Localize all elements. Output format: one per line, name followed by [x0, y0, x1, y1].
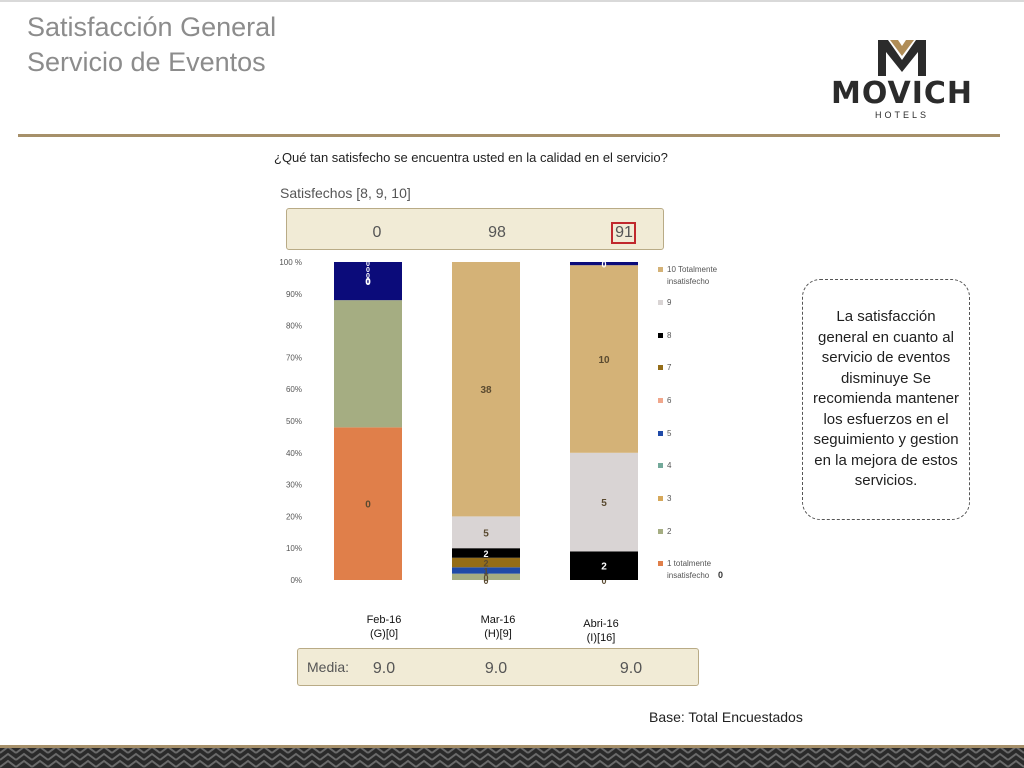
- legend-label: 10 Totalmente: [667, 265, 718, 274]
- media-value: 9.0: [619, 660, 643, 677]
- x-axis-label: Feb-16 (G)[0]: [354, 613, 414, 641]
- media-value: 9.0: [484, 660, 508, 677]
- satisfechos-band: [286, 208, 664, 250]
- legend-label: insatisfecho: [667, 277, 710, 286]
- media-band: [297, 648, 699, 686]
- bar-segment: [570, 551, 638, 580]
- satisfechos-value: 91: [615, 224, 633, 241]
- bar-segment: [452, 567, 520, 574]
- data-label: 5: [483, 528, 489, 539]
- y-tick-label: 80%: [286, 322, 302, 331]
- x-label-code: (H)[9]: [484, 628, 512, 640]
- media-label: Media:: [307, 659, 350, 675]
- legend-swatch: [658, 398, 663, 403]
- title-line-1: Satisfacción General: [27, 12, 277, 42]
- logo-mark-icon: [878, 40, 926, 76]
- legend-label: 9: [667, 298, 672, 307]
- header-divider: [18, 134, 1000, 137]
- x-label-code: (G)[0]: [369, 628, 399, 640]
- x-label-month: Abri-16: [583, 618, 619, 630]
- bar-segment: [570, 265, 638, 453]
- bar-segment: [570, 262, 638, 266]
- legend-label: 5: [667, 429, 672, 438]
- base-note: Base: Total Encuestados: [649, 709, 803, 725]
- legend-label: 7: [667, 363, 672, 372]
- legend-label: 0: [718, 570, 723, 580]
- title-line-2: Servicio de Eventos: [27, 47, 266, 77]
- x-axis-label: Mar-16 (H)[9]: [468, 613, 528, 641]
- legend-label: 2: [667, 527, 672, 536]
- data-label: 2: [601, 562, 607, 573]
- y-tick-label: 50%: [286, 417, 302, 426]
- satisfechos-value: 98: [488, 224, 506, 241]
- legend-swatch: [658, 300, 663, 305]
- y-tick-label: 0%: [290, 576, 302, 585]
- satisfechos-value: 0: [372, 224, 382, 241]
- y-tick-label: 10%: [286, 544, 302, 553]
- y-tick-label: 20%: [286, 512, 302, 521]
- x-label-code: (I)[16]: [586, 632, 616, 644]
- legend-swatch: [658, 333, 663, 338]
- legend-swatch: [658, 365, 663, 370]
- legend-swatch: [658, 561, 663, 566]
- data-label: 10: [598, 355, 610, 366]
- x-label-month: Mar-16: [480, 614, 516, 626]
- x-label-month: Feb-16: [366, 614, 402, 626]
- bar-segment: [452, 516, 520, 549]
- data-label: 0: [483, 573, 488, 583]
- y-tick-label: 60%: [286, 385, 302, 394]
- satisfechos-label: Satisfechos [8, 9, 10]: [280, 185, 411, 201]
- y-tick-label: 100 %: [279, 258, 302, 267]
- data-label: 0: [366, 261, 370, 268]
- x-axis-label: Abri-16 (I)[16]: [571, 617, 631, 645]
- legend-label: 4: [667, 461, 672, 470]
- legend-label: 6: [667, 396, 672, 405]
- bar-segment: [334, 262, 402, 301]
- data-label: 5: [601, 498, 607, 509]
- bar-segment: [452, 573, 520, 580]
- y-tick-label: 90%: [286, 290, 302, 299]
- data-label: 1: [483, 566, 488, 576]
- stacked-bar-chart: 0%10%20%30%40%50%60%70%80%90%100 %000012…: [279, 258, 723, 586]
- data-label: 0: [366, 273, 370, 280]
- data-label: 0: [601, 260, 606, 270]
- survey-question: ¿Qué tan satisfecho se encuentra usted e…: [274, 150, 668, 165]
- bar-segment: [452, 557, 520, 568]
- page-title: Satisfacción General Servicio de Eventos: [27, 10, 276, 80]
- footer-pattern: [0, 745, 1024, 768]
- legend-swatch: [658, 267, 663, 272]
- bar-segment: [452, 262, 520, 517]
- y-tick-label: 70%: [286, 353, 302, 362]
- legend-label: 3: [667, 494, 672, 503]
- movich-logo: MOVICH HOTELS: [816, 38, 988, 124]
- highlight-box: [611, 222, 636, 244]
- top-rule: [0, 0, 1024, 2]
- data-label: 0: [365, 500, 371, 511]
- data-label: 0: [601, 576, 606, 586]
- data-label: 0: [366, 279, 370, 286]
- bar-segment: [334, 300, 402, 428]
- legend-swatch: [658, 431, 663, 436]
- data-label: 2: [483, 549, 488, 559]
- y-tick-label: 40%: [286, 449, 302, 458]
- data-label: 38: [480, 385, 492, 396]
- insight-callout: La satisfacción general en cuanto al ser…: [802, 279, 970, 520]
- y-tick-label: 30%: [286, 481, 302, 490]
- legend-label: insatisfecho: [667, 571, 710, 580]
- legend-label: 8: [667, 331, 672, 340]
- logo-wordmark: MOVICH: [830, 76, 974, 111]
- legend-swatch: [658, 463, 663, 468]
- data-label: 0: [483, 576, 488, 586]
- data-label: 0: [366, 267, 370, 274]
- data-label: 2: [483, 559, 488, 569]
- logo-subtitle: HOTELS: [874, 110, 929, 120]
- legend-swatch: [658, 496, 663, 501]
- media-value: 9.0: [372, 660, 396, 677]
- legend-label: 1 totalmente: [667, 559, 712, 568]
- bar-segment: [570, 452, 638, 552]
- legend-swatch: [658, 529, 663, 534]
- data-label: 0: [365, 277, 371, 288]
- bar-segment: [452, 548, 520, 558]
- bar-segment: [334, 427, 402, 580]
